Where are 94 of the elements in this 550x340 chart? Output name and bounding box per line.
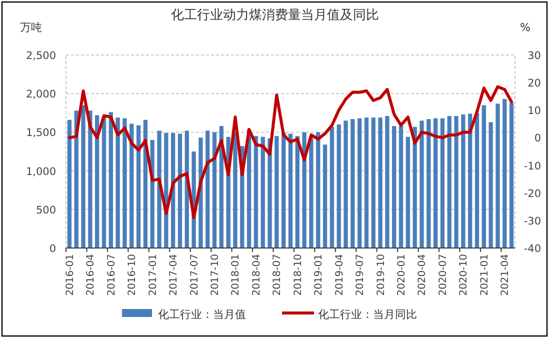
bar bbox=[454, 116, 458, 248]
bar bbox=[67, 120, 72, 248]
x-tick-label: 2016-07 bbox=[106, 254, 118, 296]
bar bbox=[108, 112, 113, 248]
bar bbox=[116, 118, 120, 248]
x-tick-label: 2017-07 bbox=[189, 254, 200, 296]
y-tick-label: 2,500 bbox=[26, 50, 56, 62]
bar bbox=[295, 136, 300, 248]
bar bbox=[509, 102, 514, 248]
y2-tick-label: 20 bbox=[528, 78, 541, 90]
x-tick-label: 2019-01 bbox=[314, 254, 325, 296]
legend-label: 化工行业：当月同比 bbox=[318, 308, 417, 321]
x-tick-label: 2016-04 bbox=[86, 254, 97, 296]
bar bbox=[482, 105, 486, 248]
y2-tick-label: -10 bbox=[524, 160, 541, 172]
bar bbox=[336, 124, 341, 248]
bar bbox=[420, 120, 424, 248]
bar bbox=[385, 116, 390, 248]
bar bbox=[102, 116, 106, 248]
bar bbox=[447, 116, 452, 248]
bar bbox=[502, 99, 507, 248]
bar bbox=[474, 112, 480, 248]
x-tick-label: 2018-07 bbox=[272, 254, 284, 296]
bar bbox=[178, 134, 182, 248]
bar bbox=[212, 132, 217, 248]
chart-title: 化工行业动力煤消费量当月值及同比 bbox=[171, 8, 379, 23]
x-tick-label: 2020-10 bbox=[458, 254, 470, 296]
x-tick-label: 2018-04 bbox=[251, 254, 262, 296]
y-tick-label: 0 bbox=[49, 243, 56, 255]
bar bbox=[316, 132, 320, 248]
y-tick-label: 1,000 bbox=[26, 166, 56, 178]
bar bbox=[378, 118, 382, 248]
x-tick-label: 2016-01 bbox=[64, 254, 76, 296]
y2-tick-label: 10 bbox=[528, 105, 541, 118]
x-tick-label: 2021-01 bbox=[479, 254, 490, 296]
y2-tick-label: -20 bbox=[524, 188, 541, 200]
bar bbox=[122, 118, 127, 248]
x-tick-label: 2021-04 bbox=[500, 254, 512, 296]
y-tick-label: 1,500 bbox=[26, 127, 56, 140]
bar bbox=[254, 136, 258, 248]
x-tick-label: 2020-04 bbox=[417, 254, 428, 296]
x-tick-label: 2020-01 bbox=[396, 254, 408, 296]
bar bbox=[302, 132, 306, 248]
x-tick-label: 2017-01 bbox=[148, 254, 159, 296]
x-tick-label: 2019-07 bbox=[355, 254, 366, 296]
y2-tick-label: 30 bbox=[528, 50, 541, 62]
y2-tick-label: -40 bbox=[524, 243, 541, 255]
bar bbox=[130, 124, 134, 248]
y2-tick-label: 0 bbox=[534, 132, 541, 145]
bar bbox=[330, 126, 334, 248]
bar bbox=[358, 118, 362, 248]
bar bbox=[350, 119, 355, 248]
bar bbox=[371, 118, 376, 248]
x-tick-label: 2019-04 bbox=[334, 254, 346, 296]
bar bbox=[274, 136, 279, 248]
bar bbox=[468, 114, 472, 248]
x-tick-label: 2016-10 bbox=[127, 254, 138, 296]
x-tick-label: 2018-10 bbox=[292, 254, 304, 296]
legend-label: 化工行业：当月值 bbox=[158, 308, 246, 321]
bar bbox=[136, 125, 141, 248]
bar bbox=[282, 132, 286, 248]
x-tick-label: 2020-07 bbox=[438, 254, 449, 296]
bar bbox=[461, 114, 466, 248]
bar bbox=[157, 130, 162, 248]
bar bbox=[406, 136, 410, 248]
bar bbox=[233, 132, 238, 248]
y-axis-title: 万吨 bbox=[20, 21, 42, 34]
bar bbox=[440, 118, 445, 248]
x-tick-label: 2017-10 bbox=[210, 254, 222, 296]
y2-axis-title: % bbox=[520, 21, 530, 34]
x-tick-label: 2019-10 bbox=[376, 254, 387, 296]
bar bbox=[322, 144, 328, 248]
bar bbox=[364, 118, 369, 248]
bar bbox=[398, 126, 404, 248]
bar bbox=[81, 105, 86, 248]
y-tick-label: 2,000 bbox=[26, 88, 56, 101]
x-tick-label: 2017-04 bbox=[168, 254, 180, 296]
bar bbox=[426, 119, 431, 248]
bar bbox=[496, 104, 500, 248]
y-tick-label: 500 bbox=[36, 204, 56, 216]
bar bbox=[268, 138, 272, 248]
bar bbox=[206, 130, 210, 248]
line-series bbox=[68, 85, 514, 220]
bar bbox=[344, 120, 348, 248]
y2-tick-label: -30 bbox=[524, 215, 541, 228]
bar bbox=[392, 126, 396, 248]
bar bbox=[309, 138, 314, 248]
bar bbox=[260, 136, 265, 248]
bar bbox=[488, 122, 493, 248]
bar bbox=[288, 134, 293, 248]
bar bbox=[412, 126, 417, 248]
bar bbox=[95, 115, 100, 248]
x-tick-label: 2018-01 bbox=[230, 254, 242, 296]
bar bbox=[433, 118, 438, 248]
